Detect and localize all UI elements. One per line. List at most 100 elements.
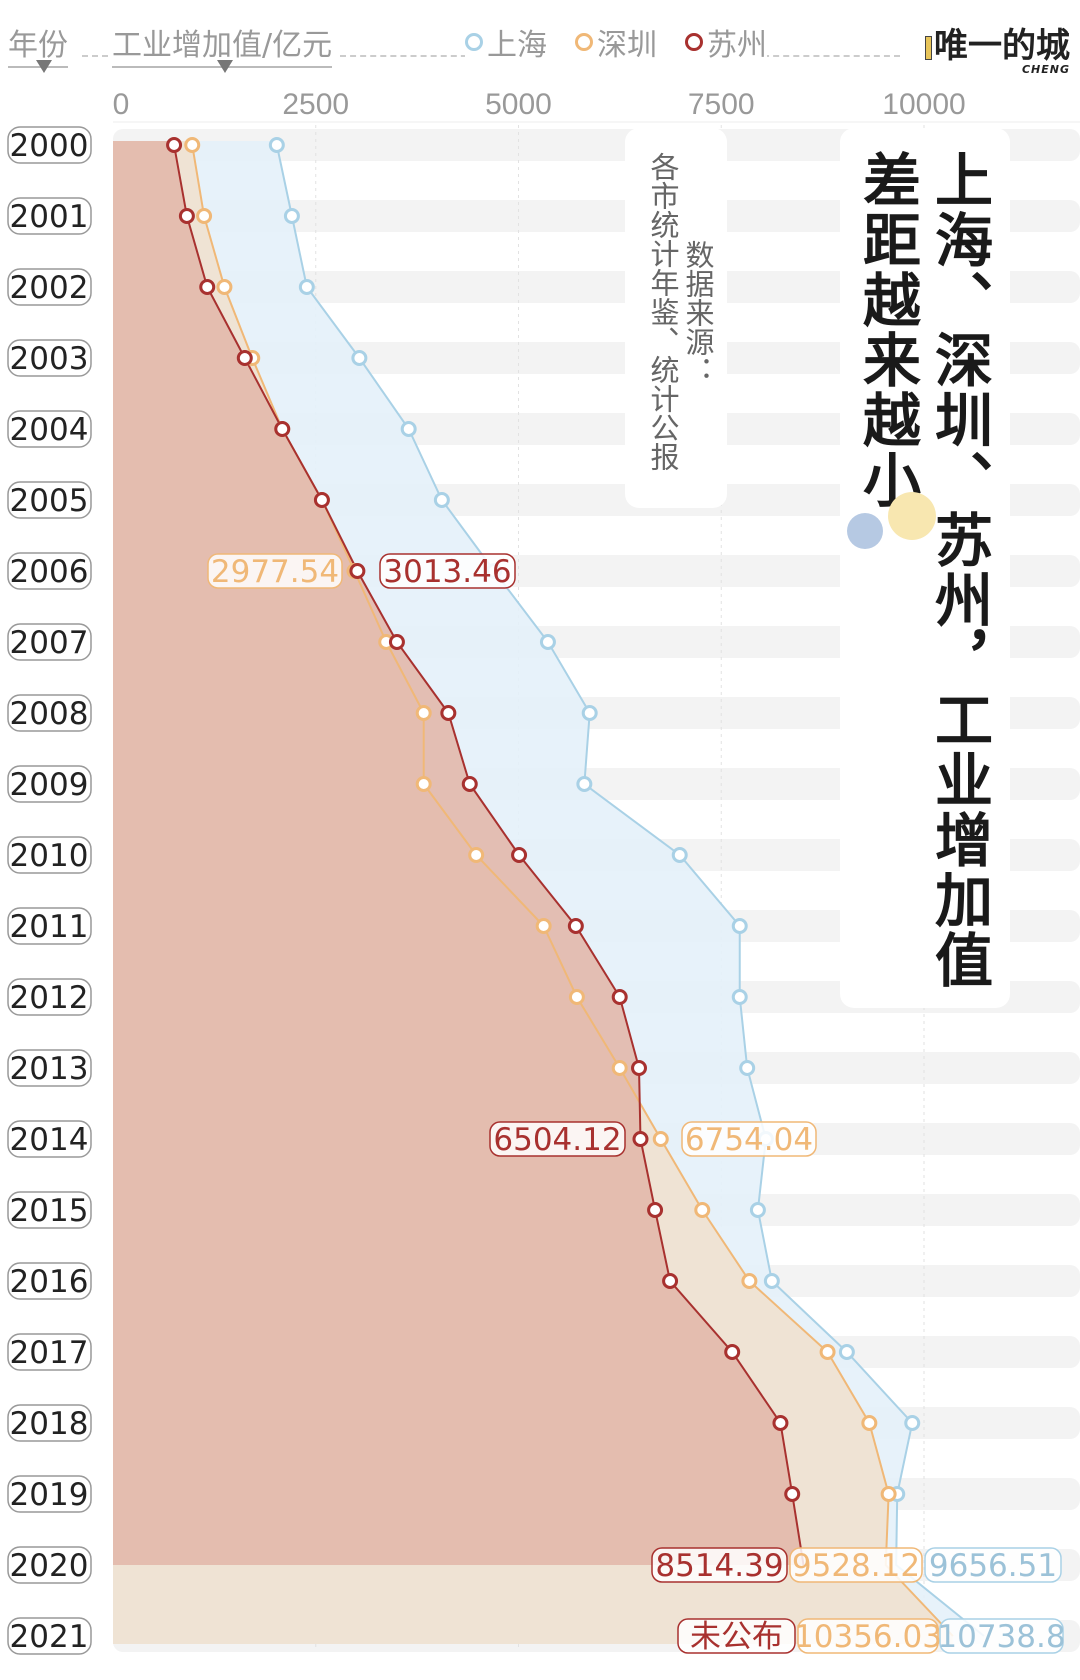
point-shanghai	[671, 847, 688, 863]
circle-icon	[465, 33, 483, 51]
source-text: 各市统计年鉴、统计公报	[646, 152, 680, 471]
point-suzhou	[236, 350, 253, 366]
value-label-box	[924, 1547, 1062, 1583]
point-suzhou	[440, 705, 457, 721]
point-shenzhen	[196, 208, 213, 224]
value-label: 9656.51	[929, 1548, 1057, 1584]
value-label-box	[797, 1618, 939, 1654]
year-label: 2016	[10, 1264, 89, 1300]
decorative-dot-yellow	[888, 492, 936, 540]
year-label: 2015	[10, 1193, 89, 1229]
point-shanghai	[298, 279, 315, 295]
year-label: 2019	[10, 1477, 89, 1513]
circle-icon	[575, 33, 593, 51]
year-label: 2011	[10, 909, 89, 945]
row-stripe	[113, 129, 1080, 161]
point-suzhou	[784, 1486, 801, 1502]
value-label-box	[789, 1547, 923, 1583]
point-suzhou	[349, 563, 366, 579]
point-shanghai	[763, 1273, 780, 1289]
point-shenzhen	[611, 1060, 628, 1076]
point-shanghai	[576, 776, 593, 792]
value-label: 未公布	[690, 1619, 783, 1655]
point-shenzhen	[694, 1202, 711, 1218]
year-pill	[7, 694, 92, 732]
point-suzhou	[772, 1415, 789, 1431]
year-pill	[7, 1546, 92, 1584]
point-shanghai	[749, 1202, 766, 1218]
row-stripe	[113, 271, 1080, 303]
year-pill	[7, 1617, 92, 1655]
year-label: 2001	[10, 199, 89, 235]
value-label-box	[681, 1121, 817, 1157]
x-tick-label: 7500	[688, 88, 755, 121]
year-label: 2008	[10, 696, 89, 732]
point-shanghai	[268, 137, 285, 153]
x-tick-label: 2500	[282, 88, 349, 121]
year-label: 2006	[10, 554, 89, 590]
logo-mark-icon	[925, 35, 932, 60]
value-label-box	[379, 553, 516, 589]
year-pill	[7, 1191, 92, 1229]
point-shenzhen	[861, 1415, 878, 1431]
point-shenzhen	[468, 847, 485, 863]
logo-subtext: CHENG	[1021, 63, 1070, 76]
point-shenzhen	[741, 1273, 758, 1289]
point-suzhou	[662, 1273, 679, 1289]
row-stripe	[113, 200, 1080, 232]
value-label: 8514.39	[655, 1548, 783, 1584]
line-shenzhen	[191, 144, 954, 1637]
source-box	[625, 128, 727, 508]
triangle-marker-icon	[217, 60, 233, 73]
year-label: 2020	[10, 1548, 89, 1584]
year-pill	[7, 765, 92, 803]
year-label: 2004	[10, 412, 89, 448]
point-suzhou	[567, 918, 584, 934]
year-pill	[7, 339, 92, 377]
year-pill	[7, 197, 92, 235]
line-shanghai	[275, 144, 985, 1637]
point-shanghai	[400, 421, 417, 437]
point-suzhou	[461, 776, 478, 792]
legend-item-shenzhen: 深圳	[575, 20, 657, 64]
point-shenzhen	[880, 1486, 897, 1502]
legend-label: 上海	[487, 28, 547, 63]
triangle-marker-icon	[36, 60, 52, 73]
year-label: 2021	[10, 1619, 89, 1655]
point-shanghai	[283, 208, 300, 224]
year-label: 2003	[10, 341, 89, 377]
year-label: 2000	[10, 128, 89, 164]
value-label: 6754.04	[685, 1122, 813, 1158]
point-suzhou	[199, 279, 216, 295]
year-label: 2018	[10, 1406, 89, 1442]
logo-text: 唯一的城	[934, 26, 1070, 66]
x-tick-label: 5000	[485, 88, 552, 121]
point-shanghai	[838, 1344, 855, 1360]
title-box	[840, 128, 1010, 1008]
value-label: 10356.03	[794, 1619, 942, 1655]
legend-item-suzhou: 苏州	[685, 20, 767, 64]
value-label: 6504.12	[493, 1122, 621, 1158]
value-label: 9528.12	[792, 1548, 920, 1584]
value-label-box	[489, 1121, 626, 1157]
point-suzhou	[724, 1344, 741, 1360]
point-suzhou	[611, 989, 628, 1005]
area-suzhou	[113, 141, 804, 1565]
x-tick-label: 0	[113, 88, 130, 121]
value-label: 2977.54	[211, 554, 339, 590]
year-pill	[7, 268, 92, 306]
point-shenzhen	[652, 1131, 669, 1147]
point-shanghai	[731, 989, 748, 1005]
year-label: 2013	[10, 1051, 89, 1087]
title-line-2: 差距越来越小	[853, 150, 921, 510]
point-shanghai	[731, 918, 748, 934]
legend-label: 深圳	[597, 28, 657, 63]
year-pill	[7, 907, 92, 945]
year-pill	[7, 978, 92, 1016]
year-pill	[7, 1120, 92, 1158]
value-label-box	[939, 1618, 1064, 1654]
point-shanghai	[539, 634, 556, 650]
decorative-dot-blue	[847, 513, 883, 549]
value-label: 3013.46	[383, 554, 511, 590]
